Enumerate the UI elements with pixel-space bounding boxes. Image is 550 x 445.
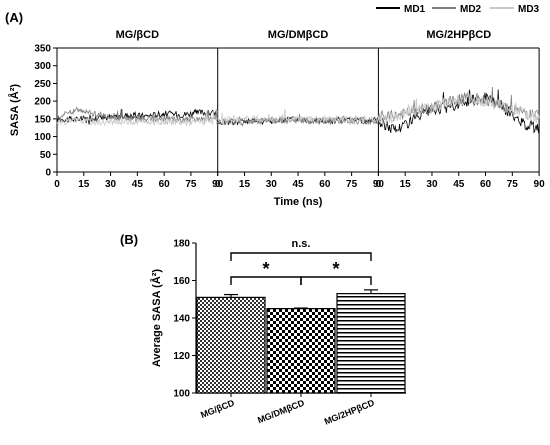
x-tick-label-a: 30 bbox=[266, 179, 278, 190]
x-tick-label-a: 75 bbox=[185, 179, 197, 190]
y-axis-label-b: Average SASA (Å²) bbox=[150, 269, 163, 368]
x-tick-label-a: 90 bbox=[534, 179, 546, 190]
series-line-md2 bbox=[56, 106, 219, 124]
x-tick-label-a: 0 bbox=[376, 179, 382, 190]
x-tick-label-b: MG/DMβCD bbox=[256, 397, 306, 425]
significance-bracket bbox=[230, 252, 372, 261]
x-tick-label-a: 75 bbox=[346, 179, 358, 190]
x-tick-label-a: 30 bbox=[426, 179, 438, 190]
x-tick-label-a: 60 bbox=[319, 179, 331, 190]
y-tick-label-a: 100 bbox=[34, 132, 51, 143]
x-tick-label-a: 45 bbox=[132, 179, 144, 190]
significance-label: n.s. bbox=[292, 238, 311, 250]
y-tick-label-a: 300 bbox=[34, 61, 51, 72]
x-tick-label-b: MG/2HPβCD bbox=[323, 397, 376, 426]
x-tick-label-a: 45 bbox=[453, 179, 465, 190]
y-tick-label-b: 180 bbox=[173, 239, 190, 250]
x-tick-label-a: 0 bbox=[54, 179, 60, 190]
legend-label-md2: MD2 bbox=[460, 4, 482, 15]
x-tick-label-b: MG/βCD bbox=[199, 397, 236, 420]
panel-b-bar-chart: 100 120 140 160 180 Average SASA (Å²) MG/βCD MG… bbox=[150, 238, 406, 427]
x-tick-label-a: 15 bbox=[239, 179, 251, 190]
x-tick-label-a: 90 bbox=[373, 179, 385, 190]
facet-title: MG/DMβCD bbox=[268, 29, 329, 41]
significance-bracket bbox=[300, 276, 372, 285]
x-tick-label-a: 30 bbox=[105, 179, 117, 190]
bar bbox=[196, 296, 266, 394]
y-tick-label-a: 0 bbox=[45, 168, 51, 179]
x-tick-label-a: 45 bbox=[292, 179, 304, 190]
y-tick-label-b: 100 bbox=[173, 389, 190, 400]
series-line-md3 bbox=[378, 90, 540, 126]
panel-a-label: (A) bbox=[5, 10, 23, 25]
y-tick-label-b: 160 bbox=[173, 276, 190, 287]
x-tick-label-a: 15 bbox=[78, 179, 90, 190]
y-tick-label-a: 350 bbox=[34, 44, 51, 55]
y-tick-label-a: 150 bbox=[34, 114, 51, 125]
x-tick-label-a: 60 bbox=[480, 179, 492, 190]
bar bbox=[266, 308, 336, 394]
x-axis-label-a: Time (ns) bbox=[274, 196, 323, 208]
series-line-md3 bbox=[56, 110, 218, 127]
x-tick-label-a: 15 bbox=[400, 179, 412, 190]
significance-label: * bbox=[332, 259, 339, 279]
y-axis-label-a: SASA (Å²) bbox=[8, 84, 21, 136]
x-tick-label-a: 75 bbox=[507, 179, 519, 190]
x-tick-label-a: 60 bbox=[159, 179, 171, 190]
y-tick-label-b: 140 bbox=[173, 314, 190, 325]
y-tick-label-a: 50 bbox=[40, 150, 52, 161]
panel-b-label: (B) bbox=[120, 232, 138, 247]
y-tick-label-b: 120 bbox=[173, 351, 190, 362]
x-tick-label-a: 0 bbox=[215, 179, 221, 190]
bar bbox=[336, 293, 406, 394]
x-tick-label-a: 90 bbox=[212, 179, 224, 190]
y-tick-label-a: 250 bbox=[34, 79, 51, 90]
significance-label: * bbox=[262, 259, 269, 279]
facet-title: MG/2HPβCD bbox=[426, 29, 491, 41]
legend-label-md1: MD1 bbox=[404, 4, 426, 15]
series-line-md3 bbox=[217, 108, 379, 126]
legend-label-md3: MD3 bbox=[518, 4, 540, 15]
facet-title: MG/βCD bbox=[116, 29, 159, 41]
y-tick-label-a: 200 bbox=[34, 97, 51, 108]
